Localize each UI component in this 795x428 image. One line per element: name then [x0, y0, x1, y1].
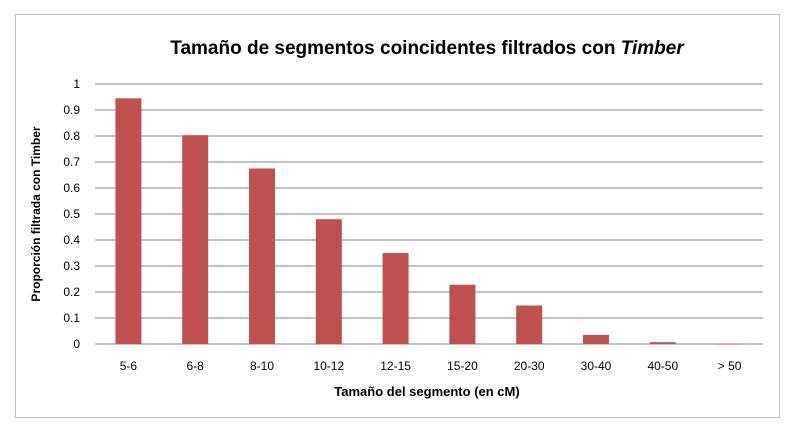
x-tick-label: 15-20 [447, 359, 478, 373]
y-tick-label: 0.8 [63, 129, 80, 143]
x-tick-label: 5-6 [120, 359, 138, 373]
bar [649, 342, 676, 344]
chart-title: Tamaño de segmentos coincidentes filtrad… [170, 38, 685, 59]
x-tick-label: 30-40 [581, 359, 612, 373]
chart-title-emph: Timber [621, 38, 686, 59]
bar [382, 253, 409, 344]
bar [583, 334, 609, 344]
x-tick-label: 20-30 [514, 359, 545, 373]
bar [249, 168, 275, 344]
y-tick-label: 0.4 [63, 233, 80, 247]
y-tick-label: 0.5 [63, 207, 80, 221]
bar [516, 305, 543, 344]
x-tick-label: 10-12 [313, 359, 344, 373]
bar [716, 343, 743, 345]
x-tick-label: 40-50 [647, 359, 678, 373]
y-tick-label: 0.3 [63, 259, 80, 273]
bar [449, 284, 476, 344]
x-axis-label: Tamaño del segmento (en cM) [334, 384, 519, 399]
bar [182, 135, 209, 344]
bars [115, 98, 743, 345]
x-tick-labels: 5-6 6-8 8-10 10-12 12-15 15-20 20-30 30-40 40-50… [120, 359, 742, 373]
chart-title-main: Tamaño de segmentos coincidentes filtrad… [170, 38, 620, 59]
y-tick-labels: 0 0.1 0.2 0.3 0.4 0.5 0.6 0.7 0.8 0.9 1 [63, 77, 80, 351]
x-tick-label: 12-15 [380, 359, 411, 373]
x-tick-label: 8-10 [250, 359, 274, 373]
y-tick-label: 0.7 [63, 155, 80, 169]
x-tick-label: 6-8 [187, 359, 205, 373]
y-axis-label: Proporción filtrada con Timber [29, 126, 43, 301]
y-tick-label: 0 [73, 337, 80, 351]
y-tick-label: 0.1 [63, 311, 80, 325]
chart-frame [15, 14, 780, 418]
y-tick-label: 0.2 [63, 285, 80, 299]
y-tick-label: 1 [73, 77, 80, 91]
y-tick-label: 0.6 [63, 181, 80, 195]
y-tick-label: 0.9 [63, 103, 80, 117]
x-tick-label: > 50 [718, 359, 742, 373]
bar [315, 219, 342, 344]
bar [115, 98, 142, 344]
